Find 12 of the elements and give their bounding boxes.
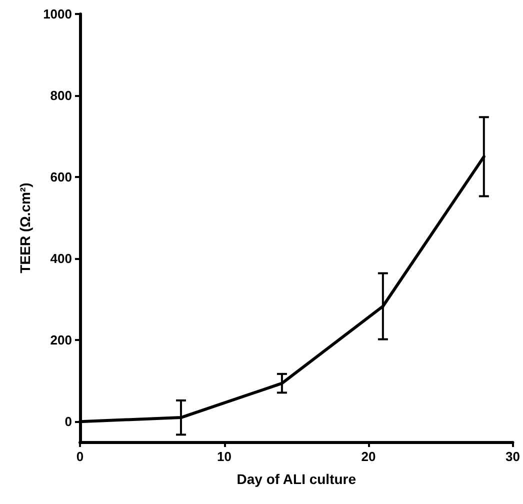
x-tick-label: 0 <box>76 449 84 464</box>
y-tick-label: 400 <box>50 251 72 266</box>
x-tick-label: 10 <box>217 449 232 464</box>
x-tick-label: 20 <box>361 449 376 464</box>
y-tick-label: 1000 <box>43 6 72 22</box>
y-tick-label: 800 <box>50 88 72 104</box>
x-axis-title: Day of ALI culture <box>236 471 356 487</box>
x-tick-label: 30 <box>506 449 520 464</box>
y-tick-label: 0 <box>64 414 72 430</box>
y-tick-label: 600 <box>50 170 72 185</box>
y-axis-title: TEER (Ω.cm²) <box>17 182 34 274</box>
y-tick-label: 200 <box>50 332 72 348</box>
